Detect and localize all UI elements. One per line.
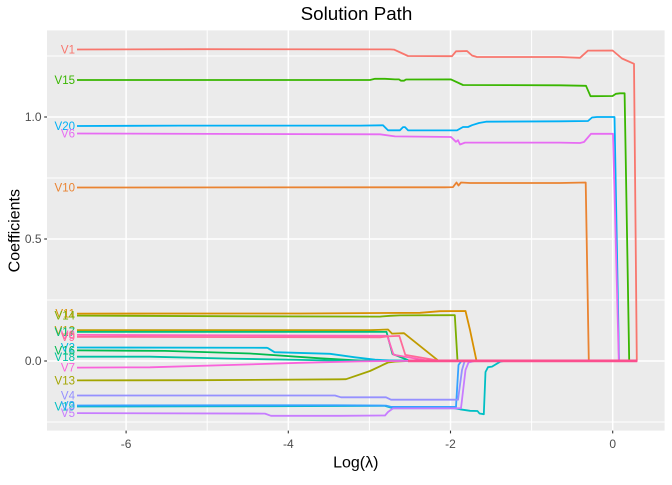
- svg-text:Log(λ): Log(λ): [333, 455, 378, 472]
- svg-text:V19: V19: [55, 402, 75, 414]
- svg-text:V7: V7: [61, 363, 75, 375]
- svg-text:1.0: 1.0: [25, 110, 42, 124]
- svg-text:V16: V16: [55, 346, 75, 358]
- svg-text:V20: V20: [55, 121, 75, 133]
- svg-text:V17: V17: [55, 327, 75, 339]
- svg-text:-4: -4: [283, 437, 294, 451]
- svg-text:V15: V15: [55, 75, 75, 87]
- svg-text:-2: -2: [445, 437, 456, 451]
- svg-text:V11: V11: [55, 309, 75, 321]
- svg-text:V4: V4: [61, 391, 76, 403]
- svg-text:V2: V2: [61, 343, 75, 355]
- svg-text:0.0: 0.0: [25, 354, 42, 368]
- svg-text:V13: V13: [55, 376, 75, 388]
- svg-text:V14: V14: [55, 311, 76, 323]
- svg-text:V5: V5: [61, 408, 75, 420]
- svg-text:V9: V9: [61, 332, 75, 344]
- svg-text:V12: V12: [55, 325, 75, 337]
- svg-text:-6: -6: [121, 437, 132, 451]
- svg-text:0.5: 0.5: [25, 232, 42, 246]
- svg-text:Solution Path: Solution Path: [301, 3, 413, 24]
- svg-text:V1: V1: [61, 45, 75, 57]
- svg-text:V3: V3: [61, 401, 75, 413]
- svg-text:V6: V6: [61, 129, 75, 141]
- svg-text:V18: V18: [55, 352, 75, 364]
- svg-text:0: 0: [609, 437, 616, 451]
- svg-text:V10: V10: [55, 183, 75, 195]
- svg-text:Coefficients: Coefficients: [7, 189, 24, 272]
- svg-text:V8: V8: [61, 330, 75, 342]
